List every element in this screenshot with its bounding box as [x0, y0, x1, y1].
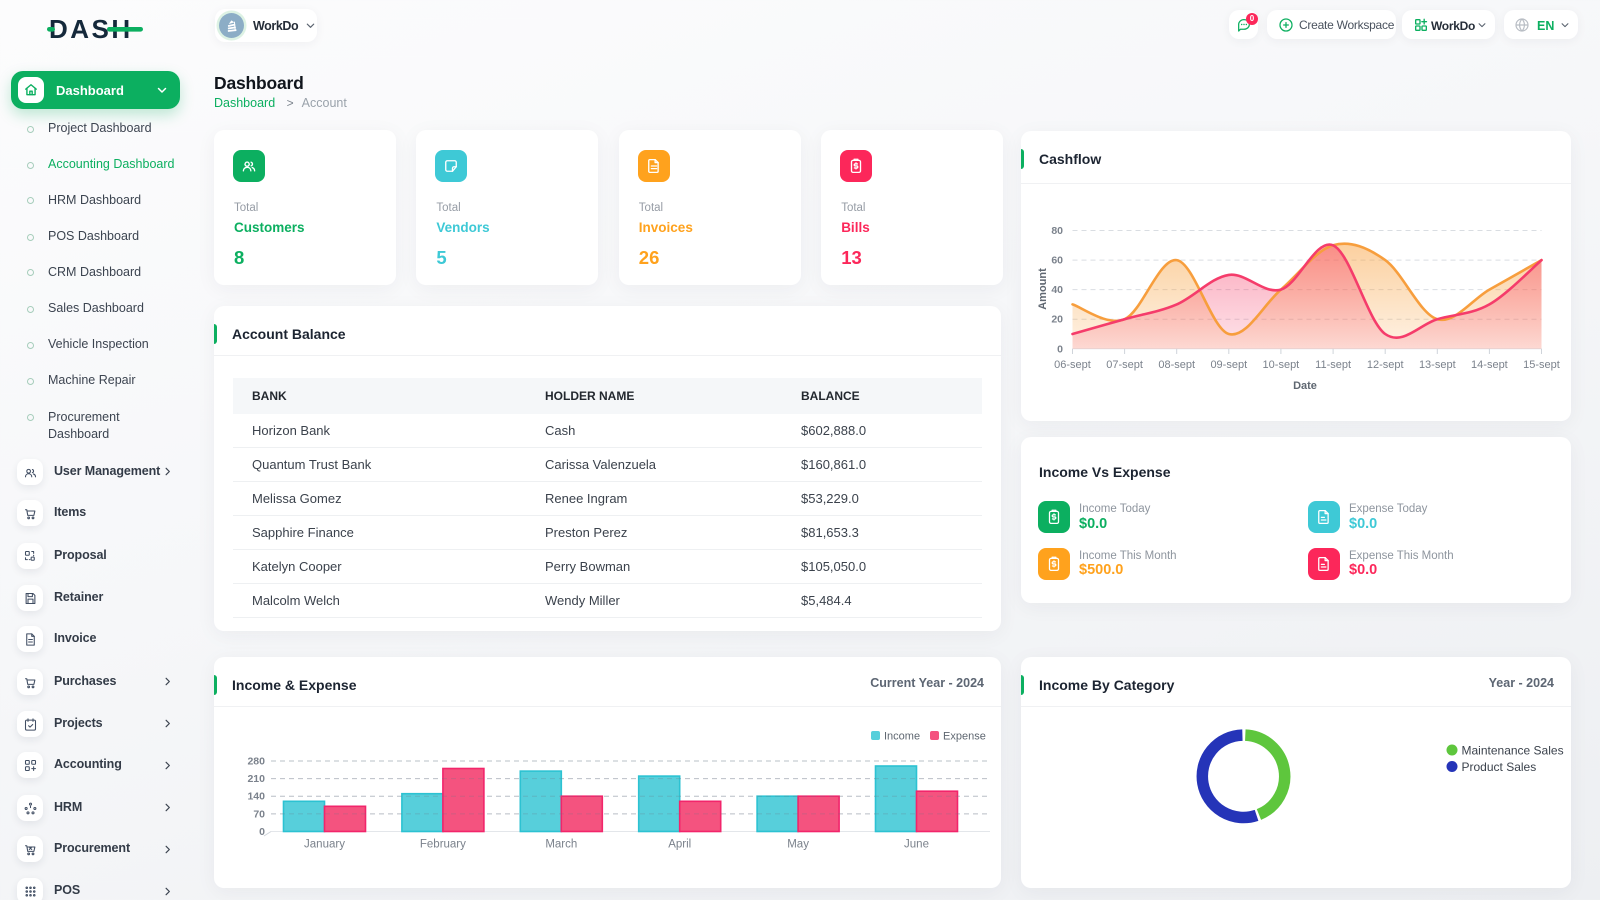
svg-text:March: March: [545, 839, 577, 851]
svg-text:20: 20: [1051, 314, 1063, 326]
svg-text:Amount: Amount: [1037, 268, 1049, 310]
svg-text:0: 0: [259, 826, 265, 838]
svg-text:70: 70: [253, 808, 265, 820]
svg-text:14-sept: 14-sept: [1471, 359, 1508, 371]
svg-text:May: May: [787, 839, 809, 851]
svg-text:40: 40: [1051, 284, 1063, 296]
svg-text:April: April: [668, 839, 691, 851]
svg-text:February: February: [420, 839, 466, 851]
svg-text:12-sept: 12-sept: [1367, 359, 1404, 371]
svg-text:15-sept: 15-sept: [1523, 359, 1560, 371]
svg-text:10-sept: 10-sept: [1263, 359, 1300, 371]
svg-text:11-sept: 11-sept: [1315, 359, 1351, 371]
svg-text:Date: Date: [1293, 380, 1317, 392]
svg-text:140: 140: [247, 791, 265, 803]
svg-text:Income: Income: [884, 731, 920, 743]
svg-text:Expense: Expense: [943, 731, 986, 743]
svg-text:June: June: [904, 839, 929, 851]
svg-text:08-sept: 08-sept: [1158, 359, 1195, 371]
svg-text:January: January: [304, 839, 345, 851]
svg-text:13-sept: 13-sept: [1419, 359, 1456, 371]
svg-text:Maintenance Sales: Maintenance Sales: [1462, 744, 1564, 758]
svg-text:07-sept: 07-sept: [1106, 359, 1143, 371]
svg-text:0: 0: [1057, 343, 1063, 355]
svg-text:Product Sales: Product Sales: [1462, 760, 1537, 774]
svg-text:280: 280: [247, 756, 265, 768]
svg-text:60: 60: [1051, 255, 1063, 267]
svg-text:80: 80: [1051, 225, 1063, 237]
svg-text:06-sept: 06-sept: [1054, 359, 1091, 371]
svg-text:210: 210: [247, 773, 265, 785]
svg-text:09-sept: 09-sept: [1210, 359, 1247, 371]
